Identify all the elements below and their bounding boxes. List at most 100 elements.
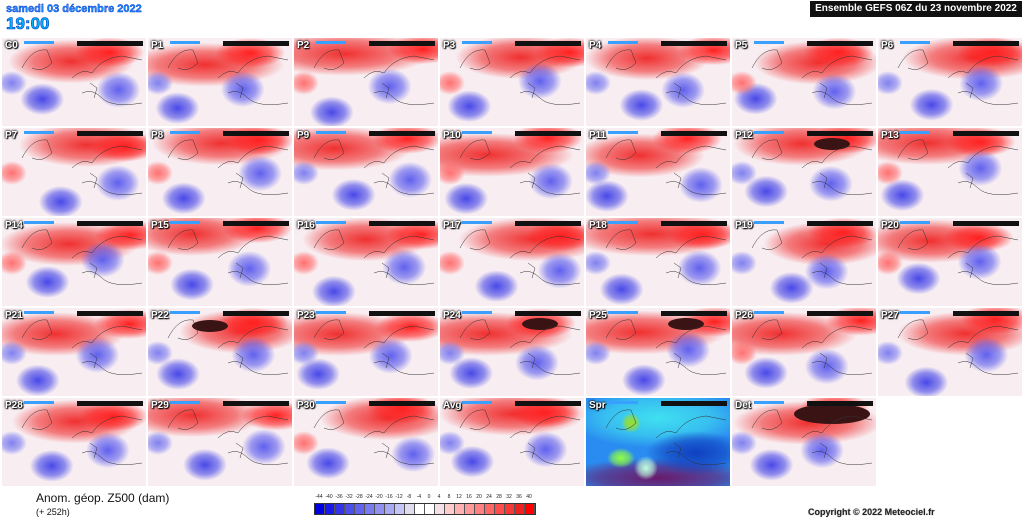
map-panel-p8[interactable]: P8: [148, 128, 292, 216]
map-panel-avg[interactable]: Avg: [440, 398, 584, 486]
anomaly-area: [85, 432, 130, 469]
panel-source-text: [170, 311, 200, 314]
panel-source-text: [754, 131, 784, 134]
map-panel-p22[interactable]: P22: [148, 308, 292, 396]
panel-label: P7: [5, 130, 18, 141]
map-panel-p12[interactable]: P12: [732, 128, 876, 216]
forecast-time: 19:00: [6, 14, 50, 34]
anomaly-map: [586, 308, 730, 396]
anomaly-area: [447, 90, 492, 123]
map-panel-p10[interactable]: P10: [440, 128, 584, 216]
map-panel-p15[interactable]: P15: [148, 218, 292, 306]
extreme-anomaly-area: [522, 318, 558, 330]
anomaly-area: [744, 175, 789, 208]
panel-source-text: [754, 221, 784, 224]
map-panel-p1[interactable]: P1: [148, 38, 292, 126]
map-panel-p2[interactable]: P2: [294, 38, 438, 126]
map-panel-p3[interactable]: P3: [440, 38, 584, 126]
anomaly-area: [732, 71, 757, 95]
coastlines: [167, 409, 289, 465]
panel-label: P14: [5, 220, 23, 231]
anomaly-area: [878, 251, 903, 275]
panel-source-text: [608, 41, 638, 44]
coastlines: [21, 319, 143, 375]
anomaly-area: [769, 271, 814, 304]
anomaly-area: [148, 398, 265, 438]
coastlines: [751, 409, 873, 465]
map-panel-p19[interactable]: P19: [732, 218, 876, 306]
panel-source-text: [316, 131, 346, 134]
anomaly-area: [240, 400, 292, 431]
anomaly-area: [294, 341, 319, 365]
panel-info-bar: [953, 311, 1019, 316]
panel-label: P1: [151, 40, 164, 51]
panel-label: P20: [881, 220, 899, 231]
coastlines: [167, 139, 289, 195]
panel-label: Avg: [443, 400, 462, 411]
panel-info-bar: [77, 131, 143, 136]
anomaly-map: [440, 308, 584, 396]
scale-cell: [405, 504, 415, 514]
anomaly-area: [732, 311, 858, 356]
map-panel-p4[interactable]: P4: [586, 38, 730, 126]
anomaly-area: [294, 431, 319, 455]
map-panel-p28[interactable]: P28: [2, 398, 146, 486]
map-panel-p17[interactable]: P17: [440, 218, 584, 306]
anomaly-area: [621, 364, 666, 396]
anomaly-map: [2, 218, 146, 306]
map-panel-p27[interactable]: P27: [878, 308, 1022, 396]
scale-tick: -8: [406, 494, 412, 500]
anomaly-area: [667, 219, 730, 250]
anomaly-area: [148, 251, 173, 275]
map-panel-p6[interactable]: P6: [878, 38, 1022, 126]
anomaly-map: [732, 398, 876, 486]
anomaly-area: [94, 308, 146, 339]
map-panel-p9[interactable]: P9: [294, 128, 438, 216]
map-panel-p25[interactable]: P25: [586, 308, 730, 396]
panel-source-text: [24, 401, 54, 404]
map-panel-p24[interactable]: P24: [440, 308, 584, 396]
map-panel-p18[interactable]: P18: [586, 218, 730, 306]
panel-info-bar: [807, 311, 873, 316]
coastlines: [313, 409, 435, 465]
panel-label: P3: [443, 40, 456, 51]
map-panel-p16[interactable]: P16: [294, 218, 438, 306]
panel-source-text: [754, 401, 784, 404]
map-panel-spr[interactable]: Spr: [586, 398, 730, 486]
map-panel-p29[interactable]: P29: [148, 398, 292, 486]
anomaly-area: [517, 63, 562, 100]
map-panel-c0[interactable]: C0: [2, 38, 146, 126]
coastlines: [21, 409, 143, 465]
map-panel-p30[interactable]: P30: [294, 398, 438, 486]
scale-cell: [455, 504, 465, 514]
anomaly-area: [294, 71, 319, 95]
map-panel-p14[interactable]: P14: [2, 218, 146, 306]
anomaly-area: [957, 243, 1002, 280]
coastlines: [751, 139, 873, 195]
anomaly-area: [75, 336, 120, 373]
forecast-date: samedi 03 décembre 2022: [6, 3, 142, 15]
map-panel-p11[interactable]: P11: [586, 128, 730, 216]
map-panel-p13[interactable]: P13: [878, 128, 1022, 216]
scale-cell: [465, 504, 475, 514]
coastlines: [751, 229, 873, 285]
anomaly-area: [241, 428, 286, 465]
map-panel-p21[interactable]: P21: [2, 308, 146, 396]
panel-label: P13: [881, 130, 899, 141]
map-panel-p23[interactable]: P23: [294, 308, 438, 396]
map-panel-p26[interactable]: P26: [732, 308, 876, 396]
anomaly-area: [440, 71, 465, 95]
anomaly-area: [388, 161, 433, 198]
coastlines: [605, 49, 727, 105]
map-panel-det[interactable]: Det: [732, 398, 876, 486]
scale-tick: 36: [516, 494, 522, 500]
anomaly-area: [148, 341, 173, 365]
map-panel-p7[interactable]: P7: [2, 128, 146, 216]
map-panel-p5[interactable]: P5: [732, 38, 876, 126]
panel-label: P16: [297, 220, 315, 231]
scale-cell: [325, 504, 335, 514]
anomaly-area: [878, 341, 903, 365]
panel-label: P22: [151, 310, 169, 321]
map-panel-p20[interactable]: P20: [878, 218, 1022, 306]
anomaly-area: [238, 155, 283, 192]
